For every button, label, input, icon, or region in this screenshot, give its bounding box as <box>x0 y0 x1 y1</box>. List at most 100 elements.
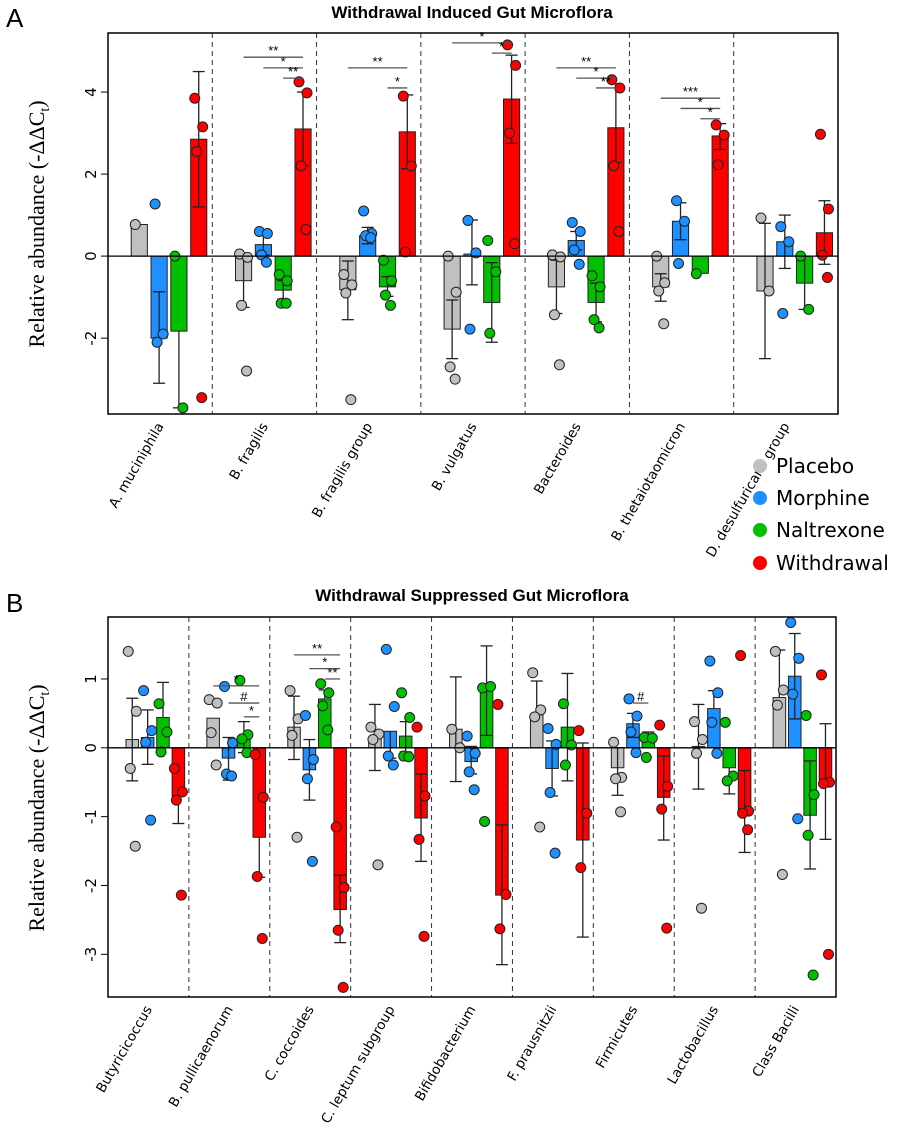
plot-area-a: -2 0 2 4 A. muciniphila B. fragilis B. fragili… <box>82 29 839 560</box>
data-point-morphine <box>566 216 578 228</box>
data-point-naltrexone <box>559 759 571 771</box>
data-point-withdrawal <box>816 249 828 261</box>
data-point-placebo <box>535 704 547 716</box>
data-point-naltrexone <box>384 299 396 311</box>
data-point-placebo <box>205 727 217 739</box>
significance-label: * <box>499 39 504 54</box>
data-point-placebo <box>553 359 565 371</box>
data-point-morphine <box>568 244 580 256</box>
data-point-morphine <box>671 195 683 207</box>
data-point-morphine <box>631 710 643 722</box>
data-point-morphine <box>461 730 473 742</box>
data-point-placebo <box>129 219 141 231</box>
chart-title-b: Withdrawal Suppressed Gut Microflora <box>315 586 629 605</box>
plot-frame <box>107 32 839 415</box>
data-point-naltrexone <box>317 700 329 712</box>
data-point-placebo <box>286 729 298 741</box>
significance-label: ** <box>288 64 298 79</box>
y-axis-label-b: Relative abundance (-ΔΔCt) <box>24 684 53 931</box>
data-point-withdrawal <box>332 924 344 936</box>
data-point-morphine <box>151 336 163 348</box>
y-tick-label: -2 <box>82 331 100 346</box>
x-tick-label: B. pullicaenorum <box>166 1003 237 1110</box>
data-point-morphine <box>307 754 319 765</box>
significance-label: *** <box>683 84 698 99</box>
data-point-naltrexone <box>377 254 389 266</box>
bar-naltrexone <box>722 747 736 769</box>
group-5 <box>651 119 730 330</box>
data-point-withdrawal <box>251 871 263 883</box>
data-point-morphine <box>777 308 789 320</box>
data-point-morphine <box>219 681 231 693</box>
data-point-placebo <box>529 711 541 723</box>
data-point-naltrexone <box>490 266 502 278</box>
data-point-morphine <box>625 726 637 738</box>
data-point-naltrexone <box>385 275 397 287</box>
group-2 <box>284 678 350 993</box>
data-point-morphine <box>469 747 481 759</box>
data-point-naltrexone <box>719 716 731 728</box>
data-point-morphine <box>542 723 554 735</box>
data-point-placebo <box>340 287 352 299</box>
data-point-withdrawal <box>256 932 268 944</box>
x-tick-label: Firmicutes <box>593 1003 642 1071</box>
significance-label: ** <box>373 54 383 69</box>
data-point-placebo <box>124 762 136 774</box>
data-point-naltrexone <box>808 789 820 801</box>
significance-label: ** <box>312 641 322 656</box>
data-point-withdrawal <box>504 127 516 139</box>
data-point-placebo <box>449 373 461 385</box>
data-point-morphine <box>226 770 238 782</box>
data-point-withdrawal <box>815 669 827 681</box>
data-point-placebo <box>763 285 775 297</box>
x-tick-label: Bacteroides <box>531 420 585 497</box>
data-point-naltrexone <box>379 289 391 301</box>
data-point-placebo <box>688 716 700 728</box>
data-point-withdrawal <box>742 824 754 836</box>
data-point-withdrawal <box>654 719 666 731</box>
data-point-naltrexone <box>800 709 812 721</box>
data-point-withdrawal <box>710 119 722 131</box>
legend-marker-withdrawal <box>753 556 767 570</box>
data-point-placebo <box>450 286 462 298</box>
data-point-naltrexone <box>721 775 733 787</box>
data-point-withdrawal <box>293 76 305 88</box>
data-point-withdrawal <box>656 803 668 815</box>
x-tick-label: B. vulgatus <box>429 420 481 494</box>
data-point-withdrawal <box>397 90 409 102</box>
group-6 <box>608 693 674 934</box>
data-point-placebo <box>291 831 303 843</box>
legend-marker-placebo <box>753 459 767 473</box>
legend: Placebo Morphine Naltrexone Withdrawal <box>753 454 889 575</box>
data-point-naltrexone <box>803 303 815 315</box>
y-tick-label: -1 <box>82 809 100 824</box>
data-point-withdrawal <box>500 888 512 900</box>
data-point-placebo <box>242 251 254 263</box>
data-point-naltrexone <box>161 726 173 738</box>
group-0 <box>129 70 209 414</box>
data-point-placebo <box>122 645 134 657</box>
data-point-withdrawal <box>176 786 188 798</box>
data-point-morphine <box>706 716 718 728</box>
plot-frame <box>107 616 837 998</box>
data-point-withdrawal <box>606 74 618 86</box>
group-1 <box>203 674 269 944</box>
y-tick-label: -2 <box>82 878 100 893</box>
data-point-placebo <box>365 721 377 733</box>
data-point-withdrawal <box>737 807 749 819</box>
data-point-naltrexone <box>593 322 605 334</box>
group-4 <box>546 74 626 371</box>
data-point-naltrexone <box>153 698 165 710</box>
data-point-placebo <box>284 685 296 697</box>
data-point-morphine <box>301 773 313 785</box>
data-point-morphine <box>787 688 799 700</box>
data-point-morphine <box>146 725 158 737</box>
data-point-morphine <box>140 736 152 748</box>
data-point-withdrawal <box>249 749 261 761</box>
x-tick-label: Lactobacillus <box>664 1003 722 1087</box>
data-point-naltrexone <box>646 732 658 744</box>
data-point-placebo <box>534 821 546 833</box>
data-point-morphine <box>550 738 562 750</box>
data-point-naltrexone <box>479 815 491 827</box>
data-point-naltrexone <box>281 275 293 287</box>
